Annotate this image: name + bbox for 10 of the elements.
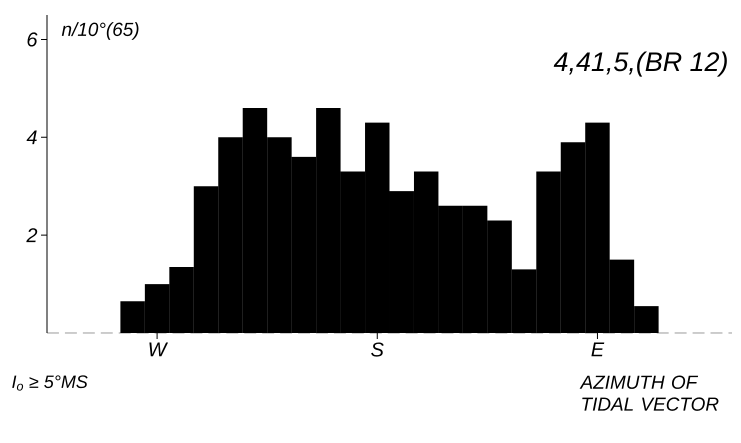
x-tick-label: E xyxy=(591,342,604,356)
y-tick-label: 2 xyxy=(26,228,38,242)
text: 4,41,5,(BR 12) xyxy=(554,52,727,77)
y-tick-label: 4 xyxy=(26,130,37,144)
text: I$_{o}$ ≥ 5°MS xyxy=(12,375,88,391)
x-tick-label: W xyxy=(149,342,168,356)
x-tick-label: S xyxy=(371,342,384,357)
y-tick-label: 6 xyxy=(28,32,38,47)
y-axis-title: n/10°(65) xyxy=(62,22,138,40)
x-axis-title: AZIMUTH OF TIDAL VECTOR xyxy=(580,376,718,411)
